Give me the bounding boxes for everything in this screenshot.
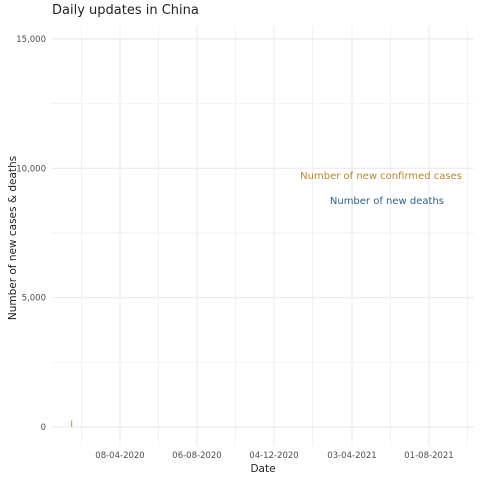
annotation-1: Number of new deaths	[330, 196, 444, 207]
bar-0	[71, 420, 73, 427]
y-tick-label: 10,000	[16, 164, 46, 174]
x-tick-label: 04-12-2020	[249, 451, 298, 461]
y-tick-label: 15,000	[16, 35, 46, 45]
x-tick-label: 08-04-2020	[95, 451, 144, 461]
y-axis-label: Number of new cases & deaths	[7, 155, 19, 321]
y-tick-label: 5,000	[22, 294, 46, 304]
chart-title: Daily updates in China	[52, 3, 199, 18]
annotation-0: Number of new confirmed cases	[300, 171, 462, 182]
x-tick-label: 01-08-2021	[404, 451, 453, 461]
x-axis-label: Date	[250, 463, 276, 475]
y-tick-label: 0	[41, 423, 46, 433]
x-tick-label: 03-04-2021	[327, 451, 376, 461]
x-tick-label: 06-08-2020	[172, 451, 221, 461]
